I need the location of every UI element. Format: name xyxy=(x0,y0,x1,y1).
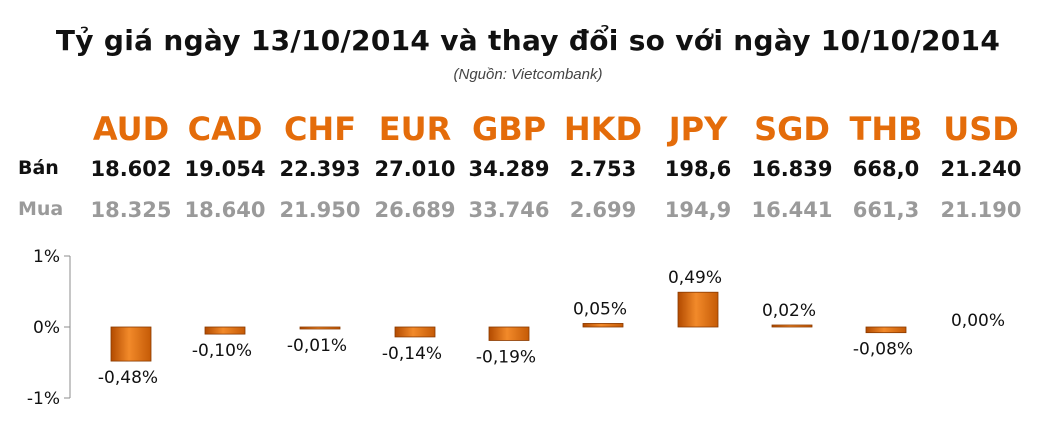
currency-code: GBP xyxy=(471,110,547,148)
buy-row-label: Mua xyxy=(18,198,64,220)
currency-code: EUR xyxy=(378,110,452,148)
buy-rate: 21.950 xyxy=(279,198,361,222)
data-label-sgd: 0,02% xyxy=(762,301,816,321)
bar-eur xyxy=(394,326,436,338)
sell-rate: 2.753 xyxy=(569,157,637,181)
change-bar-chart: 1% 0% -1% -0,48% -0,10% -0,01% -0,14% -0,19% 0,… xyxy=(27,247,1005,409)
data-label-cad: -0,10% xyxy=(192,341,252,361)
data-label-chf: -0,01% xyxy=(287,336,347,356)
currency-code: JPY xyxy=(668,110,728,148)
data-label-eur: -0,14% xyxy=(382,344,442,364)
currency-code: THB xyxy=(849,110,923,148)
data-label-thb: -0,08% xyxy=(853,340,913,360)
sell-rate: 198,6 xyxy=(664,157,732,181)
bar-gbp xyxy=(488,326,530,341)
buy-rate: 21.190 xyxy=(940,198,1022,222)
currency-code: CAD xyxy=(187,110,263,148)
buy-rate: 194,9 xyxy=(664,198,732,222)
sell-rate: 18.602 xyxy=(90,157,172,181)
bar-aud xyxy=(110,326,152,362)
buy-rate: 26.689 xyxy=(374,198,456,222)
page-title: Tỷ giá ngày 13/10/2014 và thay đổi so vớ… xyxy=(55,24,1001,57)
y-tick-label: 1% xyxy=(33,247,60,267)
data-label-gbp: -0,19% xyxy=(476,347,536,367)
bar-hkd xyxy=(582,323,624,328)
buy-rate: 18.325 xyxy=(90,198,172,222)
bar-sgd xyxy=(771,324,813,328)
sell-row-label: Bán xyxy=(18,157,59,179)
bar-chf xyxy=(299,326,341,330)
currency-code: SGD xyxy=(754,110,830,148)
sell-rate: 27.010 xyxy=(374,157,456,181)
y-tick-label: 0% xyxy=(33,318,60,338)
sell-rate: 19.054 xyxy=(184,157,266,181)
bar-thb xyxy=(865,326,907,334)
data-label-hkd: 0,05% xyxy=(573,299,627,319)
rate-table: Bán Mua AUD CAD CHF EUR GBP HKD JPY SGD … xyxy=(18,110,1022,222)
currency-code: HKD xyxy=(563,110,643,148)
y-tick-label: -1% xyxy=(27,389,60,409)
sell-rate: 16.839 xyxy=(751,157,833,181)
data-label-jpy: 0,49% xyxy=(668,268,722,288)
sell-rate: 34.289 xyxy=(468,157,550,181)
data-label-usd: 0,00% xyxy=(951,311,1005,331)
sell-rate: 668,0 xyxy=(852,157,920,181)
buy-rate: 661,3 xyxy=(852,198,920,222)
sell-rate: 21.240 xyxy=(940,157,1022,181)
data-label-aud: -0,48% xyxy=(98,368,158,388)
sell-rate: 22.393 xyxy=(279,157,361,181)
currency-code: CHF xyxy=(283,110,357,148)
bar-jpy xyxy=(677,291,719,328)
buy-rate: 16.441 xyxy=(751,198,833,222)
buy-rate: 18.640 xyxy=(184,198,266,222)
source-note: (Nguồn: Vietcombank) xyxy=(453,66,603,83)
buy-rate: 33.746 xyxy=(468,198,550,222)
bar-cad xyxy=(204,326,246,335)
currency-code: USD xyxy=(943,110,1019,148)
currency-code: AUD xyxy=(92,110,170,148)
buy-rate: 2.699 xyxy=(569,198,637,222)
